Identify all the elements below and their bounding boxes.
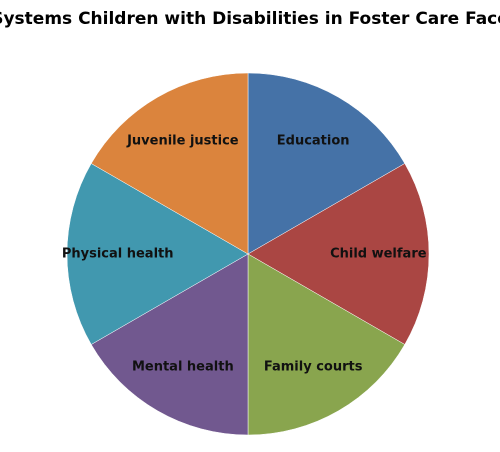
- pie-slice: [90, 72, 249, 255]
- slice-label: Physical health: [62, 247, 174, 262]
- pie-slice: [247, 72, 406, 255]
- pie-slice: [66, 163, 249, 345]
- pie-slice: [247, 163, 430, 345]
- chart-title: Systems Children with Disabilities in Fo…: [0, 9, 500, 29]
- slice-label: Child welfare: [330, 247, 427, 262]
- pie-slice: [90, 253, 249, 436]
- slice-label: Family courts: [264, 359, 363, 374]
- slice-label: Mental health: [132, 359, 234, 374]
- slice-label: Education: [277, 134, 350, 149]
- pie-slice: [247, 253, 406, 436]
- slice-label: Juvenile justice: [126, 134, 239, 149]
